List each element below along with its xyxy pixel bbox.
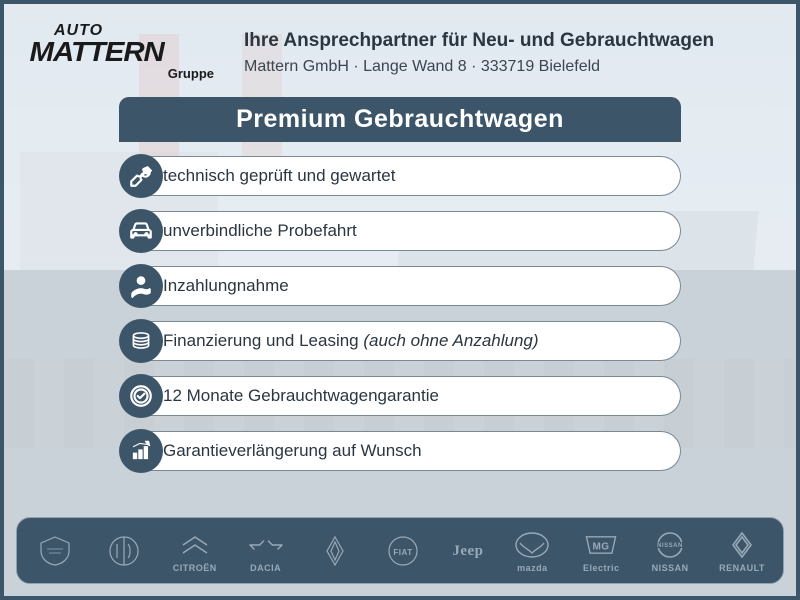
brand-label: DACIA	[250, 563, 281, 573]
feature-text-main: Finanzierung und Leasing	[163, 331, 363, 350]
wrench-icon	[119, 154, 163, 198]
brand-citroen: CITROËN	[173, 528, 217, 573]
brand-footer: CITROËN DACIA FIAT Jeep mazda MG Electri…	[16, 517, 784, 584]
brand-label: CITROËN	[173, 563, 217, 573]
feature-text-italic: (auch ohne Anzahlung)	[363, 331, 538, 350]
feature-list: technisch geprüft und gewartet unverbind…	[119, 142, 681, 473]
brand-mazda: mazda	[512, 528, 552, 573]
brand-label: Electric	[583, 563, 620, 573]
brand-label: NISSAN	[652, 563, 689, 573]
car-icon	[119, 209, 163, 253]
feature-row: technisch geprüft und gewartet	[119, 154, 681, 198]
header: AUTO MATTERN Gruppe Ihre Ansprechpartner…	[4, 4, 796, 93]
brand-label: Jeep	[452, 543, 483, 560]
main-card: Premium Gebrauchtwagen technisch geprüft…	[119, 97, 681, 484]
coins-icon	[119, 319, 163, 363]
dealer-logo: AUTO MATTERN Gruppe	[34, 22, 214, 81]
brand-renault: RENAULT	[719, 528, 765, 573]
svg-text:MG: MG	[593, 542, 610, 553]
feature-row: unverbindliche Probefahrt	[119, 209, 681, 253]
brand-label: RENAULT	[719, 563, 765, 573]
svg-text:NISSAN: NISSAN	[657, 543, 683, 549]
feature-text: 12 Monate Gebrauchtwagengarantie	[141, 376, 681, 416]
feature-row: 12 Monate Gebrauchtwagengarantie	[119, 374, 681, 418]
svg-text:FIAT: FIAT	[394, 548, 413, 557]
feature-text: unverbindliche Probefahrt	[141, 211, 681, 251]
brand-fiat: FIAT	[383, 534, 423, 568]
brand-dacia: DACIA	[246, 528, 286, 573]
banner-title: Premium Gebrauchtwagen	[119, 97, 681, 142]
brand-nissan: NISSAN NISSAN	[650, 528, 690, 573]
feature-text: Inzahlungnahme	[141, 266, 681, 306]
feature-text: Garantieverlängerung auf Wunsch	[141, 431, 681, 471]
feature-text: Finanzierung und Leasing (auch ohne Anza…	[141, 321, 681, 361]
brand-label: mazda	[517, 563, 548, 573]
feature-row: Finanzierung und Leasing (auch ohne Anza…	[119, 319, 681, 363]
header-subtitle: Mattern GmbH · Lange Wand 8 · 333719 Bie…	[244, 58, 766, 76]
header-text: Ihre Ansprechpartner für Neu- und Gebrau…	[244, 22, 766, 76]
brand-abarth	[35, 534, 75, 568]
feature-row: Inzahlungnahme	[119, 264, 681, 308]
content-area: AUTO MATTERN Gruppe Ihre Ansprechpartner…	[4, 4, 796, 596]
card-container: AUTO MATTERN Gruppe Ihre Ansprechpartner…	[0, 0, 800, 600]
feature-text: technisch geprüft und gewartet	[141, 156, 681, 196]
check-badge-icon	[119, 374, 163, 418]
header-title: Ihre Ansprechpartner für Neu- und Gebrau…	[244, 30, 766, 52]
brand-alfa-romeo	[104, 534, 144, 568]
handcoin-icon	[119, 264, 163, 308]
brand-mg: MG Electric	[581, 528, 621, 573]
feature-row: Garantieverlängerung auf Wunsch	[119, 429, 681, 473]
brand-jeep: Jeep	[452, 542, 483, 560]
brand-ds	[315, 534, 355, 568]
logo-line3: Gruppe	[34, 66, 214, 81]
logo-line2: MATTERN	[30, 40, 219, 64]
growth-icon	[119, 429, 163, 473]
